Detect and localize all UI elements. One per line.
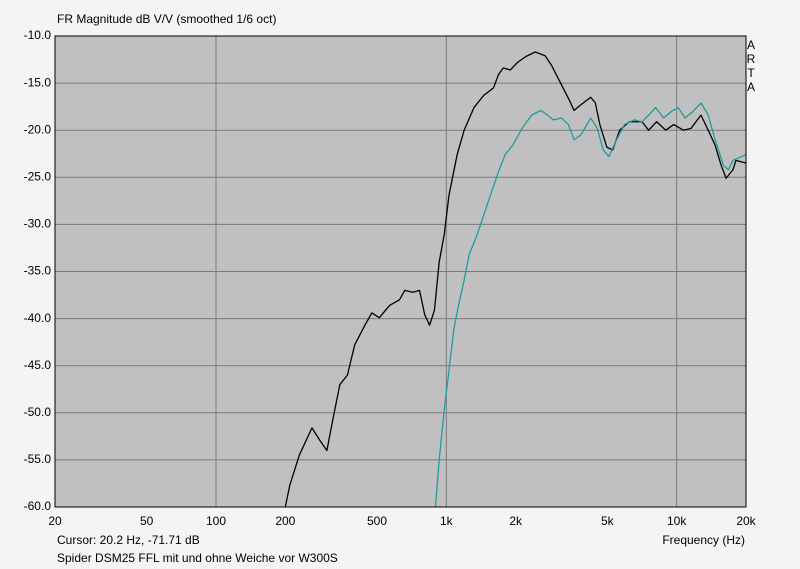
y-tick-label: -25.0 xyxy=(24,169,52,183)
x-tick-label: 20 xyxy=(48,514,62,528)
series-line xyxy=(284,51,747,508)
caption: Spider DSM25 FFL mit und ohne Weiche vor… xyxy=(57,551,338,565)
plot-area xyxy=(54,35,747,508)
x-tick-label: 10k xyxy=(667,514,687,528)
x-tick-label: 5k xyxy=(601,514,615,528)
cursor-readout: Cursor: 20.2 Hz, -71.71 dB xyxy=(57,533,200,547)
x-axis-label: Frequency (Hz) xyxy=(662,533,745,547)
y-tick-label: -50.0 xyxy=(24,405,52,419)
x-tick-label: 1k xyxy=(440,514,454,528)
y-tick-label: -60.0 xyxy=(24,499,52,513)
y-tick-label: -40.0 xyxy=(24,311,52,325)
brand: ARTA xyxy=(744,38,758,94)
x-tick-label: 200 xyxy=(275,514,295,528)
series-line xyxy=(434,102,747,508)
x-tick-label: 2k xyxy=(509,514,523,528)
x-tick-label: 500 xyxy=(367,514,387,528)
y-tick-label: -55.0 xyxy=(24,452,52,466)
x-tick-label: 50 xyxy=(140,514,154,528)
y-tick-label: -15.0 xyxy=(24,75,52,89)
chart-title: FR Magnitude dB V/V (smoothed 1/6 oct) xyxy=(57,12,276,26)
y-tick-label: -20.0 xyxy=(24,122,52,136)
x-tick-label: 100 xyxy=(206,514,226,528)
x-tick-label: 20k xyxy=(736,514,756,528)
y-tick-label: -30.0 xyxy=(24,217,52,231)
y-tick-label: -35.0 xyxy=(24,264,52,278)
y-tick-label: -45.0 xyxy=(24,358,52,372)
y-tick-label: -10.0 xyxy=(24,28,52,42)
